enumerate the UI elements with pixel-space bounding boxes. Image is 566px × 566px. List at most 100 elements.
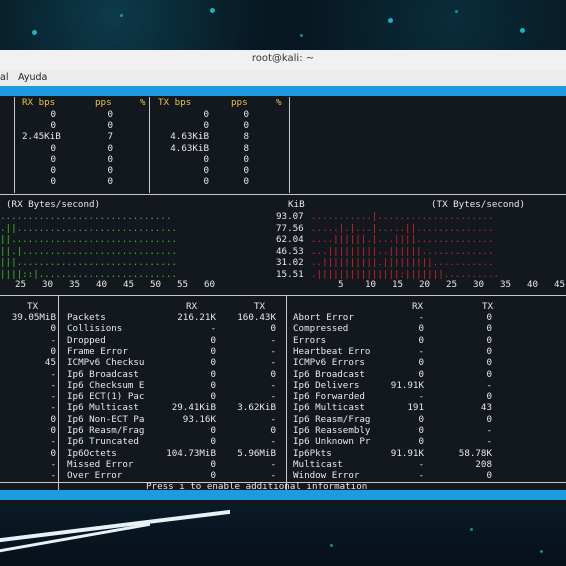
section-separator <box>0 295 566 296</box>
tx-pps-value: 8 <box>243 131 249 143</box>
header-accent-bar <box>0 86 566 96</box>
mid-tx-value: - <box>270 345 276 357</box>
right-rx-value: 0 <box>418 425 424 436</box>
mid-rx-value: 29.41KiB <box>171 402 216 414</box>
right-tx-value: 0 <box>486 413 492 425</box>
wallpaper-dot <box>330 544 333 547</box>
mid-tx-value: 5.96MiB <box>237 447 276 459</box>
menu-item-help[interactable]: Ayuda <box>18 72 48 83</box>
rx-pps-value: 0 <box>107 165 113 176</box>
rates-divider <box>289 97 290 193</box>
right-row-label: Ip6 Unknown Pr <box>293 436 371 448</box>
mid-tx-value: - <box>270 436 276 448</box>
graph-scale-value: 62.04 <box>276 234 304 246</box>
tx-graph-row: ...|||||||||..||||||............. <box>311 245 494 257</box>
graph-unit-label: KiB <box>288 199 305 210</box>
tx-axis-tick: 35 <box>500 279 512 290</box>
right-rx-value: 0 <box>418 357 424 369</box>
tx-graph-row: ..||||||||||.|||||||||........... <box>311 257 494 269</box>
mid-rx-value: 104.73MiB <box>166 447 216 459</box>
rx-axis-tick: 50 <box>150 279 162 290</box>
right-rx-value: - <box>418 391 424 403</box>
left-col-value: - <box>50 368 56 380</box>
rx-bps-value: 0 <box>50 176 56 188</box>
rx-pps-header: pps <box>95 97 112 108</box>
tx-bps-value: 0 <box>203 176 209 188</box>
details-divider <box>286 296 287 490</box>
tx-bps-value: 4.63KiB <box>170 142 209 154</box>
mid-tx-value: 3.62KiB <box>237 402 276 414</box>
right-rx-value: 0 <box>418 334 424 346</box>
help-hint: Press i to enable additional information <box>146 481 368 492</box>
rx-pps-value: 0 <box>107 153 113 165</box>
right-row-label: Ip6 Reassembly <box>293 425 371 436</box>
graph-scale-value: 46.53 <box>276 245 304 257</box>
wallpaper-dot <box>210 8 215 13</box>
right-rx-value: 91.91K <box>390 379 424 391</box>
rx-pps-value: 7 <box>107 131 113 143</box>
right-tx-value: 0 <box>486 391 492 403</box>
footer-accent-bar <box>0 490 566 500</box>
mid-row-label: Ip6 Broadcast <box>67 368 139 380</box>
tx-graph-title: (TX Bytes/second) <box>431 199 526 210</box>
right-row-label: Ip6 Multicast <box>293 402 365 414</box>
menu-item-terminal[interactable]: al <box>0 72 9 83</box>
right-rx-value: - <box>418 312 424 323</box>
window-title: root@kali: ~ <box>251 53 315 64</box>
rx-axis-tick: 40 <box>96 279 108 290</box>
tx-graph-row: .|||||||||||||||:|||||||.......... <box>311 269 500 280</box>
right-row-label: ICMPv6 Errors <box>293 357 365 369</box>
mid-row-label: Over Error <box>67 470 123 482</box>
tx-pps-header: pps <box>231 97 248 108</box>
rx-axis-tick: 55 <box>177 279 189 290</box>
left-col-value: 39.05MiB <box>11 312 56 323</box>
tx-graph-row: ...........|..................... <box>311 211 494 222</box>
mid-tx-value: - <box>270 391 276 403</box>
right-tx-value: 0 <box>486 368 492 380</box>
right-row-label: Multicast <box>293 458 343 470</box>
rx-bps-value: 0 <box>50 142 56 154</box>
tx-pps-value: 0 <box>243 165 249 176</box>
tx-axis-tick: 20 <box>419 279 431 290</box>
tx-axis-tick: 10 <box>365 279 377 290</box>
right-row-label: Compressed <box>293 323 349 335</box>
left-col-value: 0 <box>50 447 56 459</box>
mid-row-label: Ip6 Multicast <box>67 402 139 414</box>
right-row-label: Ip6 Forwarded <box>293 391 365 403</box>
left-col-value: - <box>50 458 56 470</box>
mid-row-label: Collisions <box>67 323 123 335</box>
right-rx-header: RX <box>412 301 424 312</box>
mid-rx-value: 0 <box>210 379 216 391</box>
rates-divider <box>149 97 150 193</box>
rx-axis-tick: 45 <box>123 279 135 290</box>
mid-rx-value: 0 <box>210 391 216 403</box>
right-rx-value: 191 <box>407 402 424 414</box>
mid-rx-value: 0 <box>210 425 216 436</box>
right-tx-value: 208 <box>475 458 492 470</box>
left-col-value: - <box>50 436 56 448</box>
rx-graph-row: ||.............................. <box>0 234 178 246</box>
right-rx-value: 0 <box>418 413 424 425</box>
rx-pps-value: 0 <box>107 109 113 120</box>
tx-pps-value: 0 <box>243 153 249 165</box>
rx-axis-tick: 25 <box>15 279 27 290</box>
mid-rx-header: RX <box>186 301 198 312</box>
tx-axis-tick: 40 <box>527 279 539 290</box>
mid-tx-value: - <box>270 357 276 369</box>
title-bar[interactable]: root@kali: ~ <box>0 50 566 71</box>
tx-axis-tick: 25 <box>446 279 458 290</box>
tx-axis-tick: 5 <box>338 279 344 290</box>
left-col-value: 0 <box>50 425 56 436</box>
rx-graph-row: ||||::|......................... <box>0 269 178 280</box>
mid-rx-value: 0 <box>210 334 216 346</box>
rx-pps-value: 0 <box>107 176 113 188</box>
rates-divider <box>14 97 15 193</box>
tx-pct-header: % <box>276 97 282 108</box>
right-row-label: Ip6 Reasm/Frag <box>293 413 371 425</box>
tx-pps-value: 0 <box>243 109 249 120</box>
mid-rx-value: - <box>210 323 216 335</box>
mid-row-label: Frame Error <box>67 345 128 357</box>
left-col-value: 45 <box>44 357 56 369</box>
mid-rx-value: 0 <box>210 458 216 470</box>
wallpaper-streak <box>0 509 230 543</box>
